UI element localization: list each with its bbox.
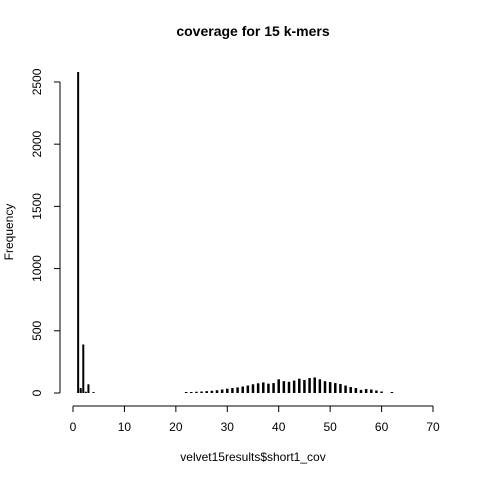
- histogram-bar: [184, 392, 188, 393]
- y-tick-label: 0: [30, 389, 44, 396]
- x-tick-label: 60: [375, 420, 389, 434]
- histogram-bar: [272, 383, 275, 393]
- histogram-bar: [267, 383, 270, 393]
- y-tick-label: 2000: [30, 130, 44, 157]
- y-tick-label: 1500: [30, 193, 44, 220]
- bars-group: [77, 72, 394, 393]
- y-axis-label: Frequency: [2, 204, 16, 261]
- histogram-bar: [84, 391, 87, 393]
- histogram-bar: [308, 378, 311, 393]
- x-tick-label: 20: [169, 420, 183, 434]
- y-tick-label: 2500: [30, 68, 44, 95]
- histogram-bar: [339, 384, 342, 393]
- x-tick-label: 0: [70, 420, 77, 434]
- histogram-bar: [82, 344, 85, 393]
- x-tick-label: 70: [426, 420, 440, 434]
- y-tick-label: 1000: [30, 255, 44, 282]
- histogram-bar: [313, 377, 316, 393]
- histogram-bar: [282, 381, 286, 393]
- histogram-bar: [328, 382, 332, 393]
- histogram-bar: [334, 383, 337, 393]
- histogram-bar: [318, 379, 322, 393]
- histogram-bar: [220, 389, 224, 393]
- x-tick-label: 50: [323, 420, 337, 434]
- histogram-bar: [277, 379, 280, 393]
- histogram-bar: [210, 390, 214, 393]
- histogram-bar: [292, 380, 296, 393]
- histogram-bar: [226, 388, 229, 393]
- histogram-bar: [390, 392, 394, 393]
- histogram-bar: [380, 391, 383, 393]
- histogram-bar: [364, 389, 368, 393]
- histogram-bar: [262, 382, 265, 393]
- histogram-bar: [354, 388, 358, 393]
- x-tick-label: 40: [272, 420, 286, 434]
- histogram-bar: [241, 386, 244, 393]
- x-axis-label: velvet15results$short1_cov: [180, 450, 325, 464]
- histogram-bar: [287, 381, 291, 393]
- histogram-bar: [215, 390, 219, 393]
- histogram-bar: [298, 378, 301, 393]
- histogram-bar: [195, 391, 198, 393]
- x-tick-label: 10: [118, 420, 132, 434]
- histogram-bar: [236, 387, 239, 393]
- y-axis: 0 500 1000 1500 2000 2500: [30, 68, 61, 396]
- histogram-bar: [246, 385, 250, 393]
- histogram-bar: [92, 392, 95, 393]
- histogram-bar: [77, 72, 80, 393]
- histogram-bar: [251, 384, 255, 393]
- histogram-bar: [190, 392, 193, 393]
- histogram-bar: [231, 388, 234, 393]
- histogram-bar: [359, 389, 363, 393]
- histogram-bar: [370, 389, 373, 393]
- y-tick-label: 500: [30, 320, 44, 340]
- chart-title: coverage for 15 k-mers: [176, 23, 330, 39]
- histogram-bar: [87, 384, 90, 393]
- histogram-bar: [344, 385, 347, 393]
- histogram-bar: [323, 381, 327, 393]
- histogram-bar: [200, 391, 203, 393]
- x-axis: 0 10 20 30 40 50 60 70: [70, 405, 440, 434]
- histogram-bar: [205, 391, 208, 393]
- histogram-bar: [303, 379, 306, 393]
- histogram-bar: [349, 387, 352, 393]
- histogram-bar: [256, 383, 260, 393]
- histogram-bar: [375, 390, 378, 393]
- histogram-bar: [79, 388, 82, 393]
- x-tick-label: 30: [221, 420, 235, 434]
